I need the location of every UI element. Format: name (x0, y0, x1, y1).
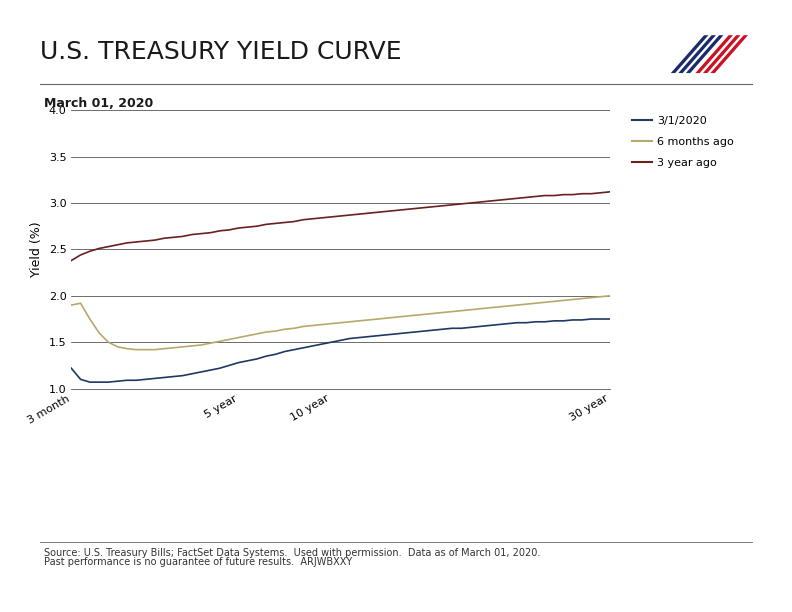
Y-axis label: Yield (%): Yield (%) (30, 222, 43, 277)
Text: March 01, 2020: March 01, 2020 (44, 97, 153, 110)
Polygon shape (710, 35, 748, 73)
Text: U.S. TREASURY YIELD CURVE: U.S. TREASURY YIELD CURVE (40, 40, 402, 64)
Polygon shape (703, 35, 741, 73)
Polygon shape (695, 35, 733, 73)
Polygon shape (686, 35, 724, 73)
Polygon shape (678, 35, 716, 73)
Text: Source: U.S. Treasury Bills; FactSet Data Systems.  Used with permission.  Data : Source: U.S. Treasury Bills; FactSet Dat… (44, 548, 540, 558)
Text: Past performance is no guarantee of future results.  ARJWBXXY: Past performance is no guarantee of futu… (44, 557, 352, 567)
Polygon shape (671, 35, 709, 73)
Legend: 3/1/2020, 6 months ago, 3 year ago: 3/1/2020, 6 months ago, 3 year ago (631, 116, 734, 168)
